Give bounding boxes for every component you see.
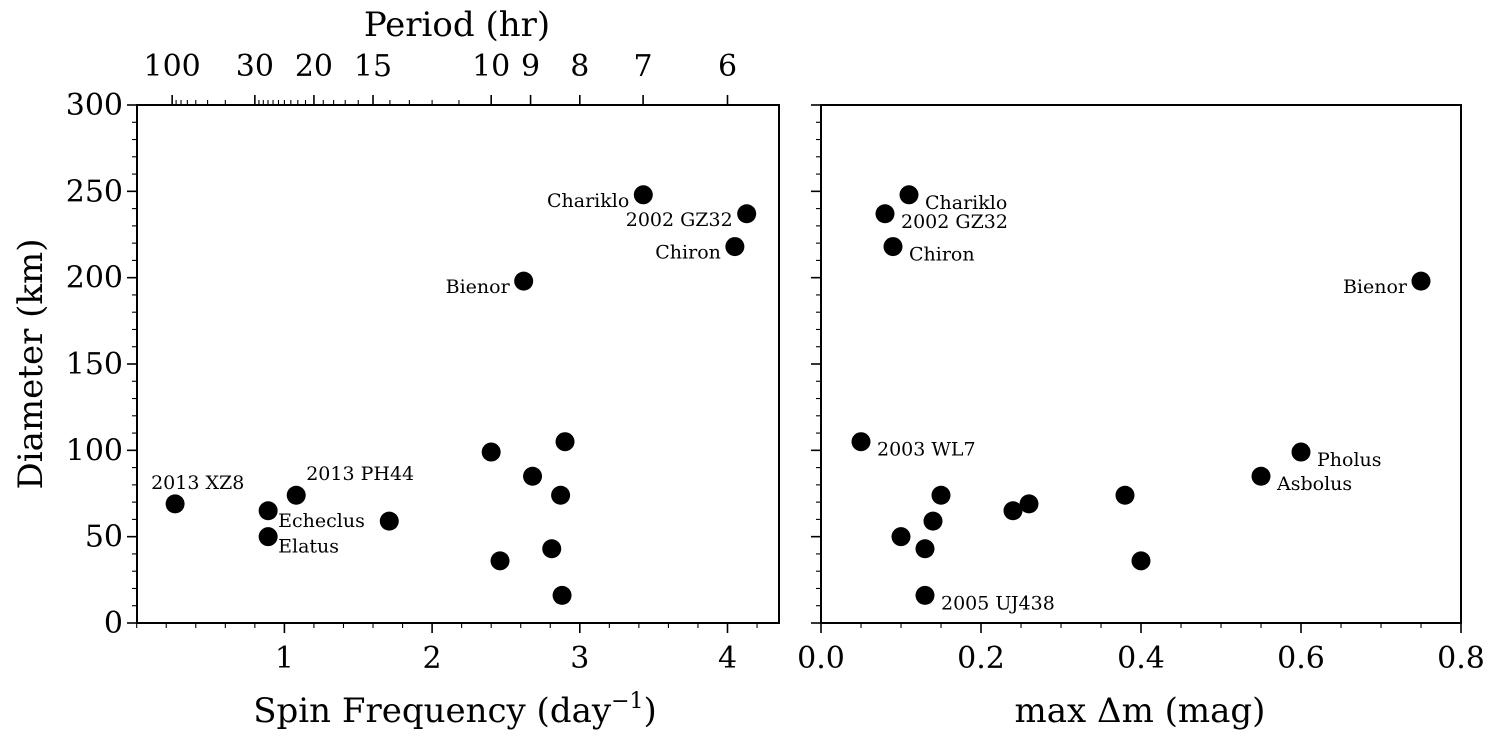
right-point xyxy=(915,539,935,559)
right-point-label: Bienor xyxy=(1343,276,1408,298)
y-tick-label: 200 xyxy=(66,261,123,296)
left-point xyxy=(523,466,543,486)
right-point-label: Chiron xyxy=(909,244,975,266)
x-tick-label-right: 0.2 xyxy=(957,641,1005,676)
top-tick-label: 100 xyxy=(144,49,201,84)
top-tick-label: 10 xyxy=(472,49,510,84)
left-point xyxy=(725,237,745,257)
left-point-label: Echeclus xyxy=(278,510,365,532)
x-tick-label: 1 xyxy=(275,641,294,676)
left-point-label: Chiron xyxy=(655,242,721,264)
left-point xyxy=(633,185,653,205)
x-tick-label: 3 xyxy=(570,641,589,676)
left-point xyxy=(165,494,185,514)
x-axis-title: Spin Frequency (day−1) xyxy=(253,689,657,731)
right-point xyxy=(1291,442,1311,462)
right-point xyxy=(883,237,903,257)
left-point xyxy=(258,501,278,521)
left-point-label: Elatus xyxy=(278,536,339,558)
right-plot-frame xyxy=(820,104,1462,624)
left-plot-frame xyxy=(136,104,780,624)
right-point xyxy=(923,511,943,531)
top-tick-label: 30 xyxy=(236,49,274,84)
y-tick-label: 300 xyxy=(66,88,123,123)
left-ticks-group: 0 50 100 150 200 250 300 1 2 3 4 100 30 20 15 10 9 8 7 6 xyxy=(66,49,758,676)
top-tick-label: 9 xyxy=(521,49,540,84)
right-point-label: 2002 GZ32 xyxy=(901,211,1008,233)
x-tick-label-right: 0.0 xyxy=(797,641,845,676)
left-panel-spin-frequency: Period (hr) Diameter (km) Spin Frequency… xyxy=(11,5,780,731)
left-point-label: 2002 GZ32 xyxy=(626,209,733,231)
x-axis-title-close: ) xyxy=(644,691,657,731)
right-point xyxy=(1411,271,1431,291)
left-point-label: Bienor xyxy=(446,276,511,298)
right-point xyxy=(931,485,951,505)
right-point xyxy=(1251,466,1271,486)
x-tick-label-right: 0.4 xyxy=(1117,641,1165,676)
right-point-label: Pholus xyxy=(1317,449,1382,471)
left-point xyxy=(481,442,501,462)
left-point xyxy=(379,511,399,531)
left-point xyxy=(552,585,572,605)
left-points-group: 2013 XZ8 Echeclus Elatus 2013 PH44 Bienor Cha… xyxy=(151,185,757,605)
left-point-label: Chariklo xyxy=(547,190,629,212)
right-point xyxy=(915,585,935,605)
right-ticks-group: 0.0 0.2 0.4 0.6 0.8 xyxy=(797,104,1485,676)
left-point xyxy=(551,485,571,505)
x-axis-title-superscript: −1 xyxy=(611,689,643,714)
y-tick-label: 150 xyxy=(66,347,123,382)
right-point xyxy=(1115,485,1135,505)
right-point-label: Chariklo xyxy=(925,192,1007,214)
left-point xyxy=(286,485,306,505)
top-tick-label: 7 xyxy=(634,49,653,84)
right-point xyxy=(899,185,919,205)
left-point-label: 2013 XZ8 xyxy=(151,472,244,494)
x-tick-label-right: 0.8 xyxy=(1437,641,1485,676)
y-axis-title: Diameter (km) xyxy=(11,239,51,490)
top-tick-label: 15 xyxy=(354,49,392,84)
x-axis-title-right: max Δm (mag) xyxy=(1015,691,1266,731)
x-tick-label-right: 0.6 xyxy=(1277,641,1325,676)
right-point xyxy=(1019,494,1039,514)
right-point xyxy=(891,527,911,547)
left-point xyxy=(542,539,562,559)
x-tick-label: 2 xyxy=(423,641,442,676)
right-point xyxy=(875,204,895,224)
y-tick-label: 100 xyxy=(66,433,123,468)
top-tick-label: 6 xyxy=(718,49,737,84)
top-tick-label: 8 xyxy=(570,49,589,84)
left-point xyxy=(737,204,757,224)
y-tick-label: 250 xyxy=(66,174,123,209)
y-tick-label: 50 xyxy=(85,520,123,555)
left-point xyxy=(555,432,575,452)
left-point-label: 2013 PH44 xyxy=(306,463,414,485)
right-point xyxy=(1003,501,1023,521)
x-tick-label: 4 xyxy=(718,641,737,676)
right-point-label: 2003 WL7 xyxy=(877,439,976,461)
right-point xyxy=(1131,551,1151,571)
left-point xyxy=(258,527,278,547)
top-tick-label: 20 xyxy=(295,49,333,84)
right-point xyxy=(851,432,871,452)
right-point-label: 2005 UJ438 xyxy=(941,592,1055,614)
left-point xyxy=(514,271,534,291)
top-axis-title: Period (hr) xyxy=(364,5,550,45)
right-panel-amplitude: max Δm (mag) 0.0 0.2 0.4 0.6 0.8 Chariklo200… xyxy=(797,104,1485,731)
left-point xyxy=(490,551,510,571)
y-tick-label: 0 xyxy=(104,606,123,641)
right-point-label: Asbolus xyxy=(1276,473,1352,495)
